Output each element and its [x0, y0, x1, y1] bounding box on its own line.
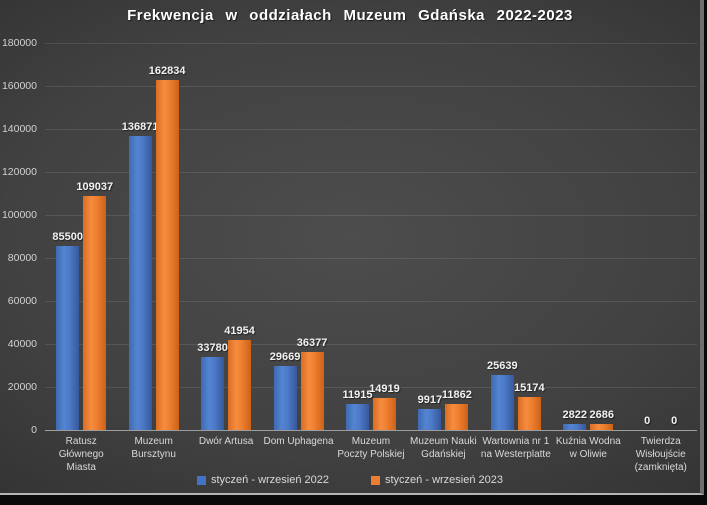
gridline — [45, 258, 697, 259]
category-group: 25639 15174 — [480, 43, 552, 430]
value-label: 15174 — [514, 382, 545, 394]
legend-item: styczeń - wrzesień 2022 — [197, 474, 329, 486]
gridline — [45, 172, 697, 173]
category-group: 9917 11862 — [407, 43, 479, 430]
gridline — [45, 43, 697, 44]
category-group: 136871 162834 — [117, 43, 189, 430]
category-group: 33780 41954 — [190, 43, 262, 430]
category-label: Twierdza Wisłoujście (zamknięta) — [634, 436, 687, 473]
bar-series-1: 9917 — [418, 394, 442, 430]
bar-series-2: 2686 — [590, 409, 614, 430]
value-label: 0 — [671, 415, 678, 427]
value-label: 9917 — [417, 394, 443, 406]
category-label: Wartownia nr 1 na Westerplatte — [480, 436, 551, 460]
category-label: Ratusz Głównego Miasta — [58, 436, 104, 473]
value-label: 11915 — [342, 389, 373, 401]
plot-area: 85500 109037 136871 162834 33780 41954 29669 36… — [45, 43, 697, 431]
value-label: 0 — [644, 415, 651, 427]
legend-label: styczeń - wrzesień 2023 — [385, 474, 503, 486]
category-group: 2822 2686 — [552, 43, 624, 430]
category-group: 29669 36377 — [262, 43, 334, 430]
value-label: 14919 — [369, 383, 400, 395]
bar-series-2: 162834 — [149, 65, 186, 430]
y-tick-label: 140000 — [1, 123, 37, 135]
bar-series-1: 136871 — [122, 121, 159, 430]
bars-container: 85500 109037 136871 162834 33780 41954 29669 36… — [45, 43, 697, 430]
bar-series-1: 25639 — [487, 360, 518, 430]
bar-series-2: 109037 — [76, 181, 113, 430]
x-axis-labels: Ratusz Głównego Miasta Muzeum Bursztynu Dw… — [45, 435, 697, 474]
y-tick-label: 120000 — [1, 166, 37, 178]
gridline — [45, 129, 697, 130]
y-tick-label: 100000 — [1, 209, 37, 221]
bar-series-1: 85500 — [52, 231, 83, 430]
category-label: Muzeum Bursztynu — [131, 436, 176, 460]
category-label: Dwór Artusa — [198, 436, 254, 447]
value-label: 109037 — [76, 181, 114, 193]
y-tick-label: 80000 — [7, 252, 37, 264]
gridline — [45, 387, 697, 388]
value-label: 33780 — [197, 342, 228, 354]
value-label: 2822 — [562, 409, 588, 421]
gridline — [45, 301, 697, 302]
category-group: 11915 14919 — [335, 43, 407, 430]
value-label: 25639 — [487, 360, 518, 372]
gridline — [45, 215, 697, 216]
bar-series-1: 11915 — [342, 389, 372, 430]
bar-series-1: 33780 — [197, 342, 228, 430]
legend-item: styczeń - wrzesień 2023 — [371, 474, 503, 486]
category-label: Kuźnia Wodna w Oliwie — [555, 436, 621, 460]
value-label: 2686 — [589, 409, 615, 421]
category-label: Dom Uphagena — [263, 436, 334, 447]
value-label: 11862 — [441, 389, 472, 401]
chart-title: Frekwencja w oddziałach Muzeum Gdańska 2… — [127, 7, 573, 24]
legend: styczeń - wrzesień 2022 styczeń - wrzesie… — [0, 474, 700, 486]
x-axis-line — [45, 430, 697, 431]
bar-series-2: 15174 — [514, 382, 545, 430]
y-tick-label: 180000 — [1, 37, 37, 49]
legend-label: styczeń - wrzesień 2022 — [211, 474, 329, 486]
bar-series-2: 36377 — [297, 337, 327, 430]
category-group: 85500 109037 — [45, 43, 117, 430]
y-axis: 0 20000 40000 60000 80000 100000 120000 140000 1… — [0, 37, 40, 436]
gridline — [45, 344, 697, 345]
y-tick-label: 60000 — [7, 295, 37, 307]
bar-series-1: 2822 — [563, 409, 587, 430]
y-tick-label: 20000 — [7, 381, 37, 393]
gridline — [45, 86, 697, 87]
legend-swatch-icon — [371, 475, 380, 485]
bar-series-1: 29669 — [270, 351, 300, 430]
value-label: 136871 — [121, 121, 159, 133]
legend-swatch-icon — [197, 475, 206, 485]
value-label: 29669 — [269, 351, 301, 363]
y-tick-label: 0 — [31, 424, 37, 436]
y-tick-label: 40000 — [7, 338, 37, 350]
chart-frame: Frekwencja w oddziałach Muzeum Gdańska 2… — [0, 0, 704, 495]
bar-series-2: 11862 — [442, 389, 472, 430]
value-label: 41954 — [224, 325, 255, 337]
y-tick-label: 160000 — [1, 80, 37, 92]
category-label: Muzeum Nauki Gdańskiej — [410, 436, 477, 460]
value-label: 85500 — [52, 231, 84, 243]
bar-series-2: 41954 — [224, 325, 255, 430]
value-label: 36377 — [296, 337, 328, 349]
bar-series-2: 14919 — [369, 383, 400, 430]
value-label: 162834 — [148, 65, 186, 77]
category-label: Muzeum Poczty Polskiej — [337, 436, 405, 460]
